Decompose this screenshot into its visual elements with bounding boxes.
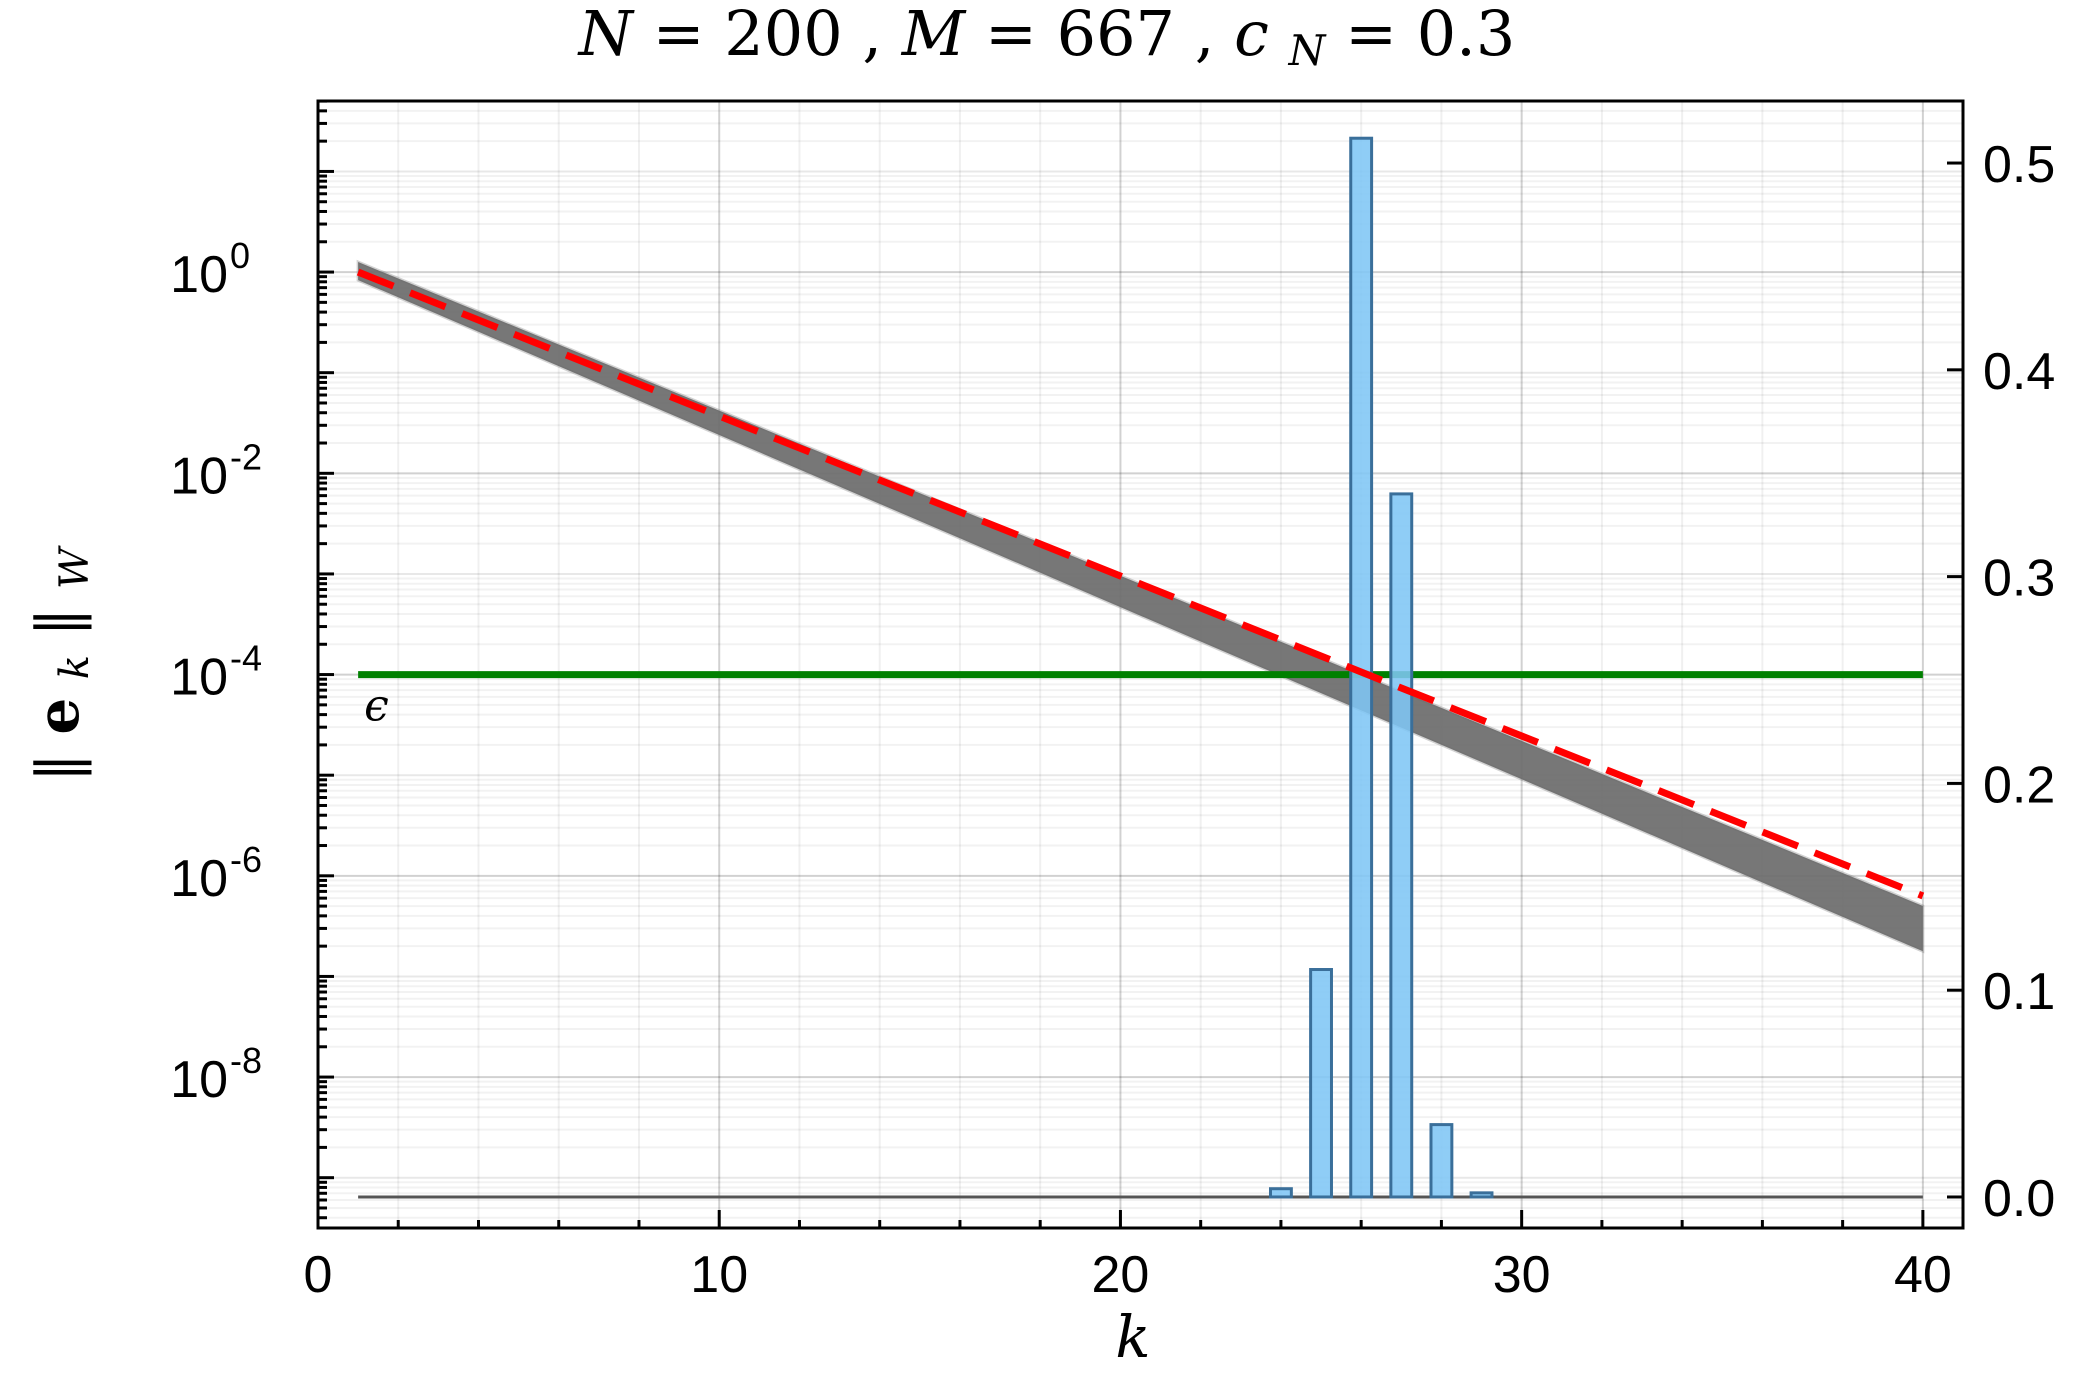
axes: 0 10 20 30 40 100 10-2 10-4 10-6 10-8 0.0 0.1 0.2 0.3…: [170, 99, 2055, 1304]
chart-title: N = 200 , M = 667 , c N = 0.3: [577, 0, 1516, 80]
histogram-bar: [1469, 1191, 1494, 1199]
histogram-bar: [1389, 492, 1414, 1199]
ylabel-bars-left: ‖: [24, 753, 92, 782]
title-m-value: 667: [1057, 0, 1175, 70]
svg-text:N = 200 ,: N = 200 , M = 667 , c N = 0.3: [577, 0, 1516, 80]
y-right-tick-label: 0.1: [1983, 963, 2055, 1021]
histogram-bar: [1429, 1123, 1454, 1199]
x-tick-label: 30: [1493, 1246, 1551, 1304]
title-c-base: c: [1234, 0, 1269, 70]
x-axis-label: k: [1115, 1303, 1150, 1371]
histogram-bar: [1309, 968, 1333, 1199]
histogram-bar: [1268, 1187, 1293, 1199]
title-c-value: 0.3: [1417, 0, 1516, 70]
y-right-tick-label: 0.4: [1983, 343, 2055, 401]
y-left-tick-label: 10-4: [170, 638, 262, 707]
title-c-sub: N: [1288, 26, 1327, 75]
x-axis-title: k: [1115, 1303, 1150, 1371]
x-tick-label: 20: [1092, 1246, 1150, 1304]
ylabel-norm-sub: W: [52, 545, 98, 589]
y-right-tick-label: 0.3: [1983, 550, 2055, 608]
ylabel-bars-right: ‖: [24, 608, 92, 637]
y-right-tick-label: 0.0: [1983, 1170, 2055, 1228]
svg-text:‖ e k ‖: ‖ e k ‖ W: [24, 545, 102, 782]
x-tick-label: 10: [690, 1246, 748, 1304]
y-left-tick-label: 10-6: [170, 839, 262, 908]
y-left-tick-label: 100: [170, 235, 250, 304]
ylabel-vec: e: [24, 698, 92, 735]
reference-dashed-line: [356, 268, 1925, 900]
x-tick-label: 40: [1894, 1246, 1952, 1304]
title-n-label: N: [577, 0, 636, 70]
grid: [317, 100, 1963, 1228]
y-right-tick-label: 0.2: [1983, 756, 2055, 814]
plot-series: ϵ: [356, 136, 1925, 1199]
title-m-label: M: [901, 0, 967, 70]
plot-frame: [316, 99, 1965, 1230]
ylabel-sub: k: [52, 655, 98, 679]
title-n-value: 200: [724, 0, 842, 70]
y-right-tick-label: 0.5: [1983, 136, 2055, 194]
y-axis-label: ‖ e k ‖ W: [24, 545, 102, 782]
y-left-tick-label: 10-8: [170, 1040, 262, 1109]
epsilon-label: ϵ: [364, 681, 389, 732]
y-left-tick-label: 10-2: [170, 436, 262, 505]
x-tick-label: 0: [304, 1246, 333, 1304]
